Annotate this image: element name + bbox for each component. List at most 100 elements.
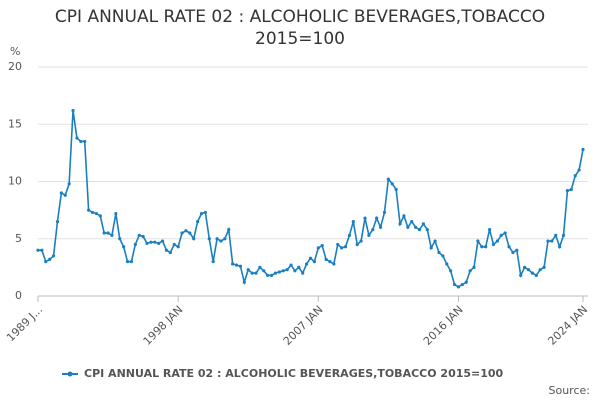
y-tick-label: 15 [8,117,22,130]
point [51,254,56,258]
point [355,242,359,247]
point [277,270,281,274]
point [445,262,449,266]
point [484,245,488,249]
point [262,269,266,273]
point [515,248,519,252]
point [480,245,484,249]
line [38,110,584,288]
point [301,271,305,275]
point [79,139,83,144]
point [316,246,320,250]
point [386,177,390,181]
point [554,233,558,237]
point [534,273,538,277]
point [558,245,562,249]
point [153,240,157,244]
x-tick-label: 2016 JAN [421,303,466,348]
point [180,231,184,235]
source: Source: [549,384,591,397]
point [164,248,169,252]
point [266,273,270,277]
point [133,242,137,247]
point [441,254,445,258]
point [63,193,67,197]
point [449,269,453,273]
point [106,231,110,235]
point [90,210,95,215]
point [110,233,114,237]
point [499,233,503,237]
point [390,182,394,186]
point [67,182,71,186]
point [281,269,285,273]
point [118,237,122,241]
point [293,269,297,273]
x-tick-label: 1998 JAN [141,303,186,348]
y-tick-label: 5 [15,232,22,245]
point [464,280,468,284]
point [429,246,433,250]
point [114,211,118,216]
x-tick-label: 2024 JAN [545,303,590,348]
point [83,139,87,144]
point [219,239,223,243]
point [351,219,355,224]
point [495,239,499,243]
point [94,211,98,216]
point [215,237,219,241]
point [538,268,542,272]
point [410,219,414,224]
point [320,244,324,248]
point [258,265,262,269]
legend-marker [67,371,73,377]
point [526,268,531,272]
y-axis-label: % [10,45,20,58]
point [328,260,332,264]
point [573,174,577,178]
point [402,214,406,218]
point [452,282,457,287]
point [340,246,344,250]
point [44,260,48,264]
point [476,239,480,243]
point [550,239,554,243]
point [176,245,180,249]
point [542,265,546,269]
point [48,257,52,261]
point [196,219,200,224]
point [332,262,336,266]
point [231,262,235,266]
point [149,240,153,244]
point [456,285,461,289]
point [141,234,145,239]
point [157,241,161,245]
point [347,233,352,237]
point [122,245,126,249]
point [211,260,215,264]
point [468,269,472,273]
point [530,271,534,275]
point [223,237,227,241]
point [343,245,348,249]
point [59,191,63,195]
point [367,233,371,237]
point [433,239,437,243]
point [289,263,293,267]
point [285,268,289,272]
point [491,242,496,247]
point [188,231,192,235]
point [172,242,176,247]
point [129,260,134,264]
point [207,237,211,241]
point [425,227,429,232]
point [503,231,507,235]
point [394,187,398,192]
x-tick-label: 1989 J... [4,303,45,344]
point [523,265,527,269]
point [199,211,204,216]
point [137,233,141,237]
point [511,250,515,255]
